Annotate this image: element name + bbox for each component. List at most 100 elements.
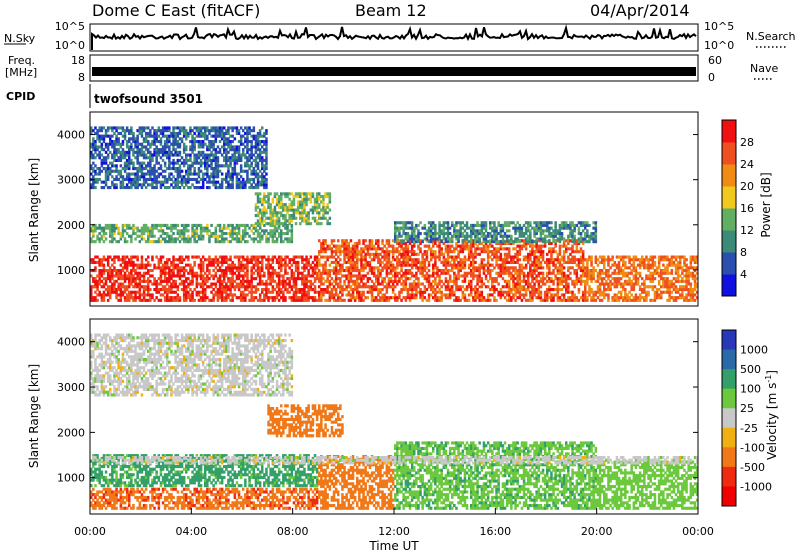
heatmap-cell <box>463 247 467 251</box>
heatmap-cell <box>510 266 513 270</box>
heatmap-cell <box>537 260 541 264</box>
heatmap-cell <box>643 296 646 300</box>
heatmap-cell <box>98 137 101 141</box>
heatmap-cell <box>136 161 139 165</box>
heatmap-cell <box>569 239 572 243</box>
heatmap-cell <box>197 169 201 173</box>
heatmap-cell <box>128 226 131 230</box>
heatmap-cell <box>214 140 218 144</box>
heatmap-cell <box>632 258 636 262</box>
heatmap-cell <box>438 247 441 251</box>
heatmap-cell <box>199 145 203 149</box>
heatmap-cell <box>147 164 150 168</box>
heatmap-cell <box>634 274 638 278</box>
heatmap-cell <box>286 226 289 230</box>
heatmap-cell <box>328 285 332 289</box>
heatmap-cell <box>691 266 695 270</box>
heatmap-cell <box>288 229 291 233</box>
heatmap-cell <box>360 296 363 300</box>
heatmap-cell <box>520 239 524 243</box>
heatmap-cell <box>672 263 676 267</box>
heatmap-cell <box>229 263 232 267</box>
heatmap-cell <box>229 288 232 292</box>
heatmap-cell <box>497 255 500 259</box>
heatmap-cell <box>197 180 201 184</box>
heatmap-cell <box>119 232 123 236</box>
heatmap-cell <box>223 237 226 241</box>
heatmap-cell <box>123 277 127 281</box>
heatmap-cell <box>132 255 135 259</box>
heatmap-cell <box>174 183 177 187</box>
heatmap-cell <box>151 186 154 190</box>
heatmap-cell <box>125 232 129 236</box>
heatmap-cell <box>296 298 300 302</box>
heatmap-cell <box>210 161 213 165</box>
heatmap-cell <box>132 266 135 270</box>
heatmap-cell <box>155 153 158 157</box>
heatmap-cell <box>227 279 230 283</box>
heatmap-cell <box>436 269 439 273</box>
heatmap-cell <box>155 140 158 144</box>
heatmap-cell <box>463 274 467 278</box>
heatmap-cell <box>223 296 226 300</box>
heatmap-cell <box>142 229 146 233</box>
heatmap-cell <box>398 260 401 264</box>
heatmap-cell <box>197 282 201 286</box>
heatmap-cell <box>326 247 329 251</box>
heatmap-cell <box>579 274 583 278</box>
heatmap-cell <box>225 269 228 273</box>
heatmap-cell <box>381 241 384 245</box>
heatmap-cell <box>132 269 135 273</box>
heatmap-cell <box>239 269 243 273</box>
heatmap-cell <box>182 296 186 300</box>
heatmap-cell <box>132 150 135 154</box>
heatmap-cell <box>693 288 697 292</box>
heatmap-cell <box>368 239 372 243</box>
heatmap-cell <box>109 137 112 141</box>
heatmap-cell <box>153 140 156 144</box>
heatmap-cell <box>330 290 334 294</box>
heatmap-cell <box>195 234 199 238</box>
heatmap-cell <box>96 134 99 138</box>
heatmap-cell <box>592 293 595 297</box>
heatmap-cell <box>581 266 585 270</box>
heatmap-cell <box>163 150 167 154</box>
heatmap-cell <box>527 282 530 286</box>
heatmap-cell <box>356 241 359 245</box>
heatmap-cell <box>147 131 150 135</box>
heatmap-cell <box>180 237 184 241</box>
heatmap-cell <box>250 293 253 297</box>
heatmap-cell <box>503 241 507 245</box>
heatmap-cell <box>429 285 433 289</box>
heatmap-cell <box>92 156 95 160</box>
heatmap-cell <box>565 250 568 254</box>
heatmap-cell <box>377 269 380 273</box>
heatmap-cell <box>106 164 110 168</box>
heatmap-cell <box>106 167 110 171</box>
heatmap-cell <box>571 282 574 286</box>
heatmap-cell <box>227 296 230 300</box>
heatmap-cell <box>508 269 511 273</box>
heatmap-cell <box>128 277 131 281</box>
heatmap-cell <box>250 285 253 289</box>
heatmap-cell <box>461 250 465 254</box>
heatmap-cell <box>212 260 215 264</box>
heatmap-cell <box>476 252 479 256</box>
heatmap-cell <box>603 258 606 262</box>
heatmap-cell <box>144 167 148 171</box>
heatmap-cell <box>315 271 319 275</box>
heatmap-cell <box>366 285 370 289</box>
heatmap-cell <box>402 296 405 300</box>
heatmap-cell <box>168 158 171 162</box>
heatmap-cell <box>305 260 308 264</box>
heatmap-cell <box>204 229 207 233</box>
heatmap-cell <box>514 255 517 259</box>
heatmap-cell <box>144 226 148 230</box>
heatmap-cell <box>121 234 125 238</box>
heatmap-cell <box>387 298 391 302</box>
heatmap-cell <box>98 271 101 275</box>
heatmap-cell <box>197 293 201 297</box>
heatmap-cell <box>573 293 576 297</box>
heatmap-cell <box>590 290 593 294</box>
heatmap-cell <box>121 142 125 146</box>
